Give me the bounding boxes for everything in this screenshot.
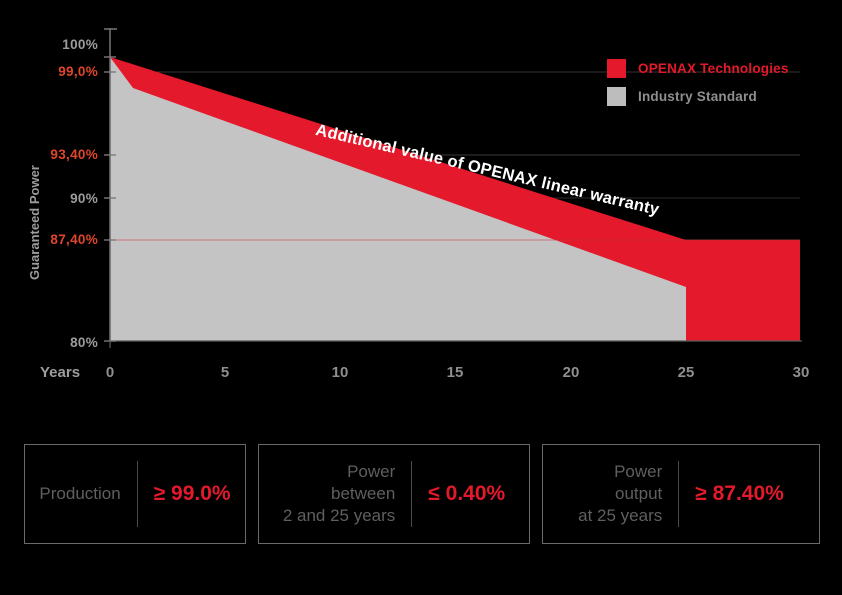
spec-divider	[678, 461, 680, 527]
series-area-industry	[110, 57, 686, 341]
x-tick-label-15: 15	[446, 364, 464, 381]
spec-value-power-output: ≥ 87.40%	[695, 482, 784, 505]
y-axis-title: Guaranteed Power	[27, 165, 42, 280]
y-tick-label-90: 90%	[70, 191, 98, 206]
spec-label-production: Production	[39, 484, 121, 503]
spec-label-power-between: Power between 2 and 25 years	[282, 462, 396, 525]
x-axis-title: Years	[40, 364, 81, 381]
spec-value-production: ≥ 99.0%	[153, 482, 231, 505]
y-tick-label-9340: 93,40%	[50, 147, 98, 162]
spec-value-power-between: ≤ 0.40%	[428, 482, 506, 505]
spec-box-group: Production ≥ 99.0% Power between 2 and 2…	[24, 444, 820, 544]
x-tick-label-10: 10	[331, 364, 349, 381]
legend-label-industry: Industry Standard	[638, 88, 757, 104]
legend-item-openax: OPENAX Technologies	[607, 57, 789, 79]
y-tick-label-99: 99,0%	[58, 64, 98, 79]
spec-box-production: Production ≥ 99.0%	[24, 444, 246, 544]
y-tick-label-100: 100%	[62, 37, 98, 52]
y-tick-label-80: 80%	[70, 335, 98, 350]
x-tick-label-25: 25	[677, 364, 695, 381]
legend-item-industry: Industry Standard	[607, 85, 789, 107]
x-tick-label-5: 5	[220, 364, 230, 381]
spec-divider	[136, 461, 138, 527]
x-tick-label-30: 30	[792, 364, 810, 381]
spec-box-power-between: Power between 2 and 25 years ≤ 0.40%	[258, 444, 530, 544]
warranty-area-chart	[104, 28, 802, 348]
y-tick-label-8740: 87,40%	[50, 232, 98, 247]
y-ticks	[104, 56, 116, 342]
x-tick-label-20: 20	[562, 364, 580, 381]
spec-divider	[411, 461, 413, 527]
chart-legend: OPENAX Technologies Industry Standard	[607, 57, 789, 113]
spec-label-power-output: Power output at 25 years	[578, 462, 663, 525]
x-tick-label-0: 0	[105, 364, 115, 381]
legend-label-openax: OPENAX Technologies	[638, 60, 789, 76]
legend-swatch-openax	[607, 58, 626, 78]
spec-box-power-output: Power output at 25 years ≥ 87.40%	[542, 444, 820, 544]
legend-swatch-industry	[607, 86, 626, 106]
